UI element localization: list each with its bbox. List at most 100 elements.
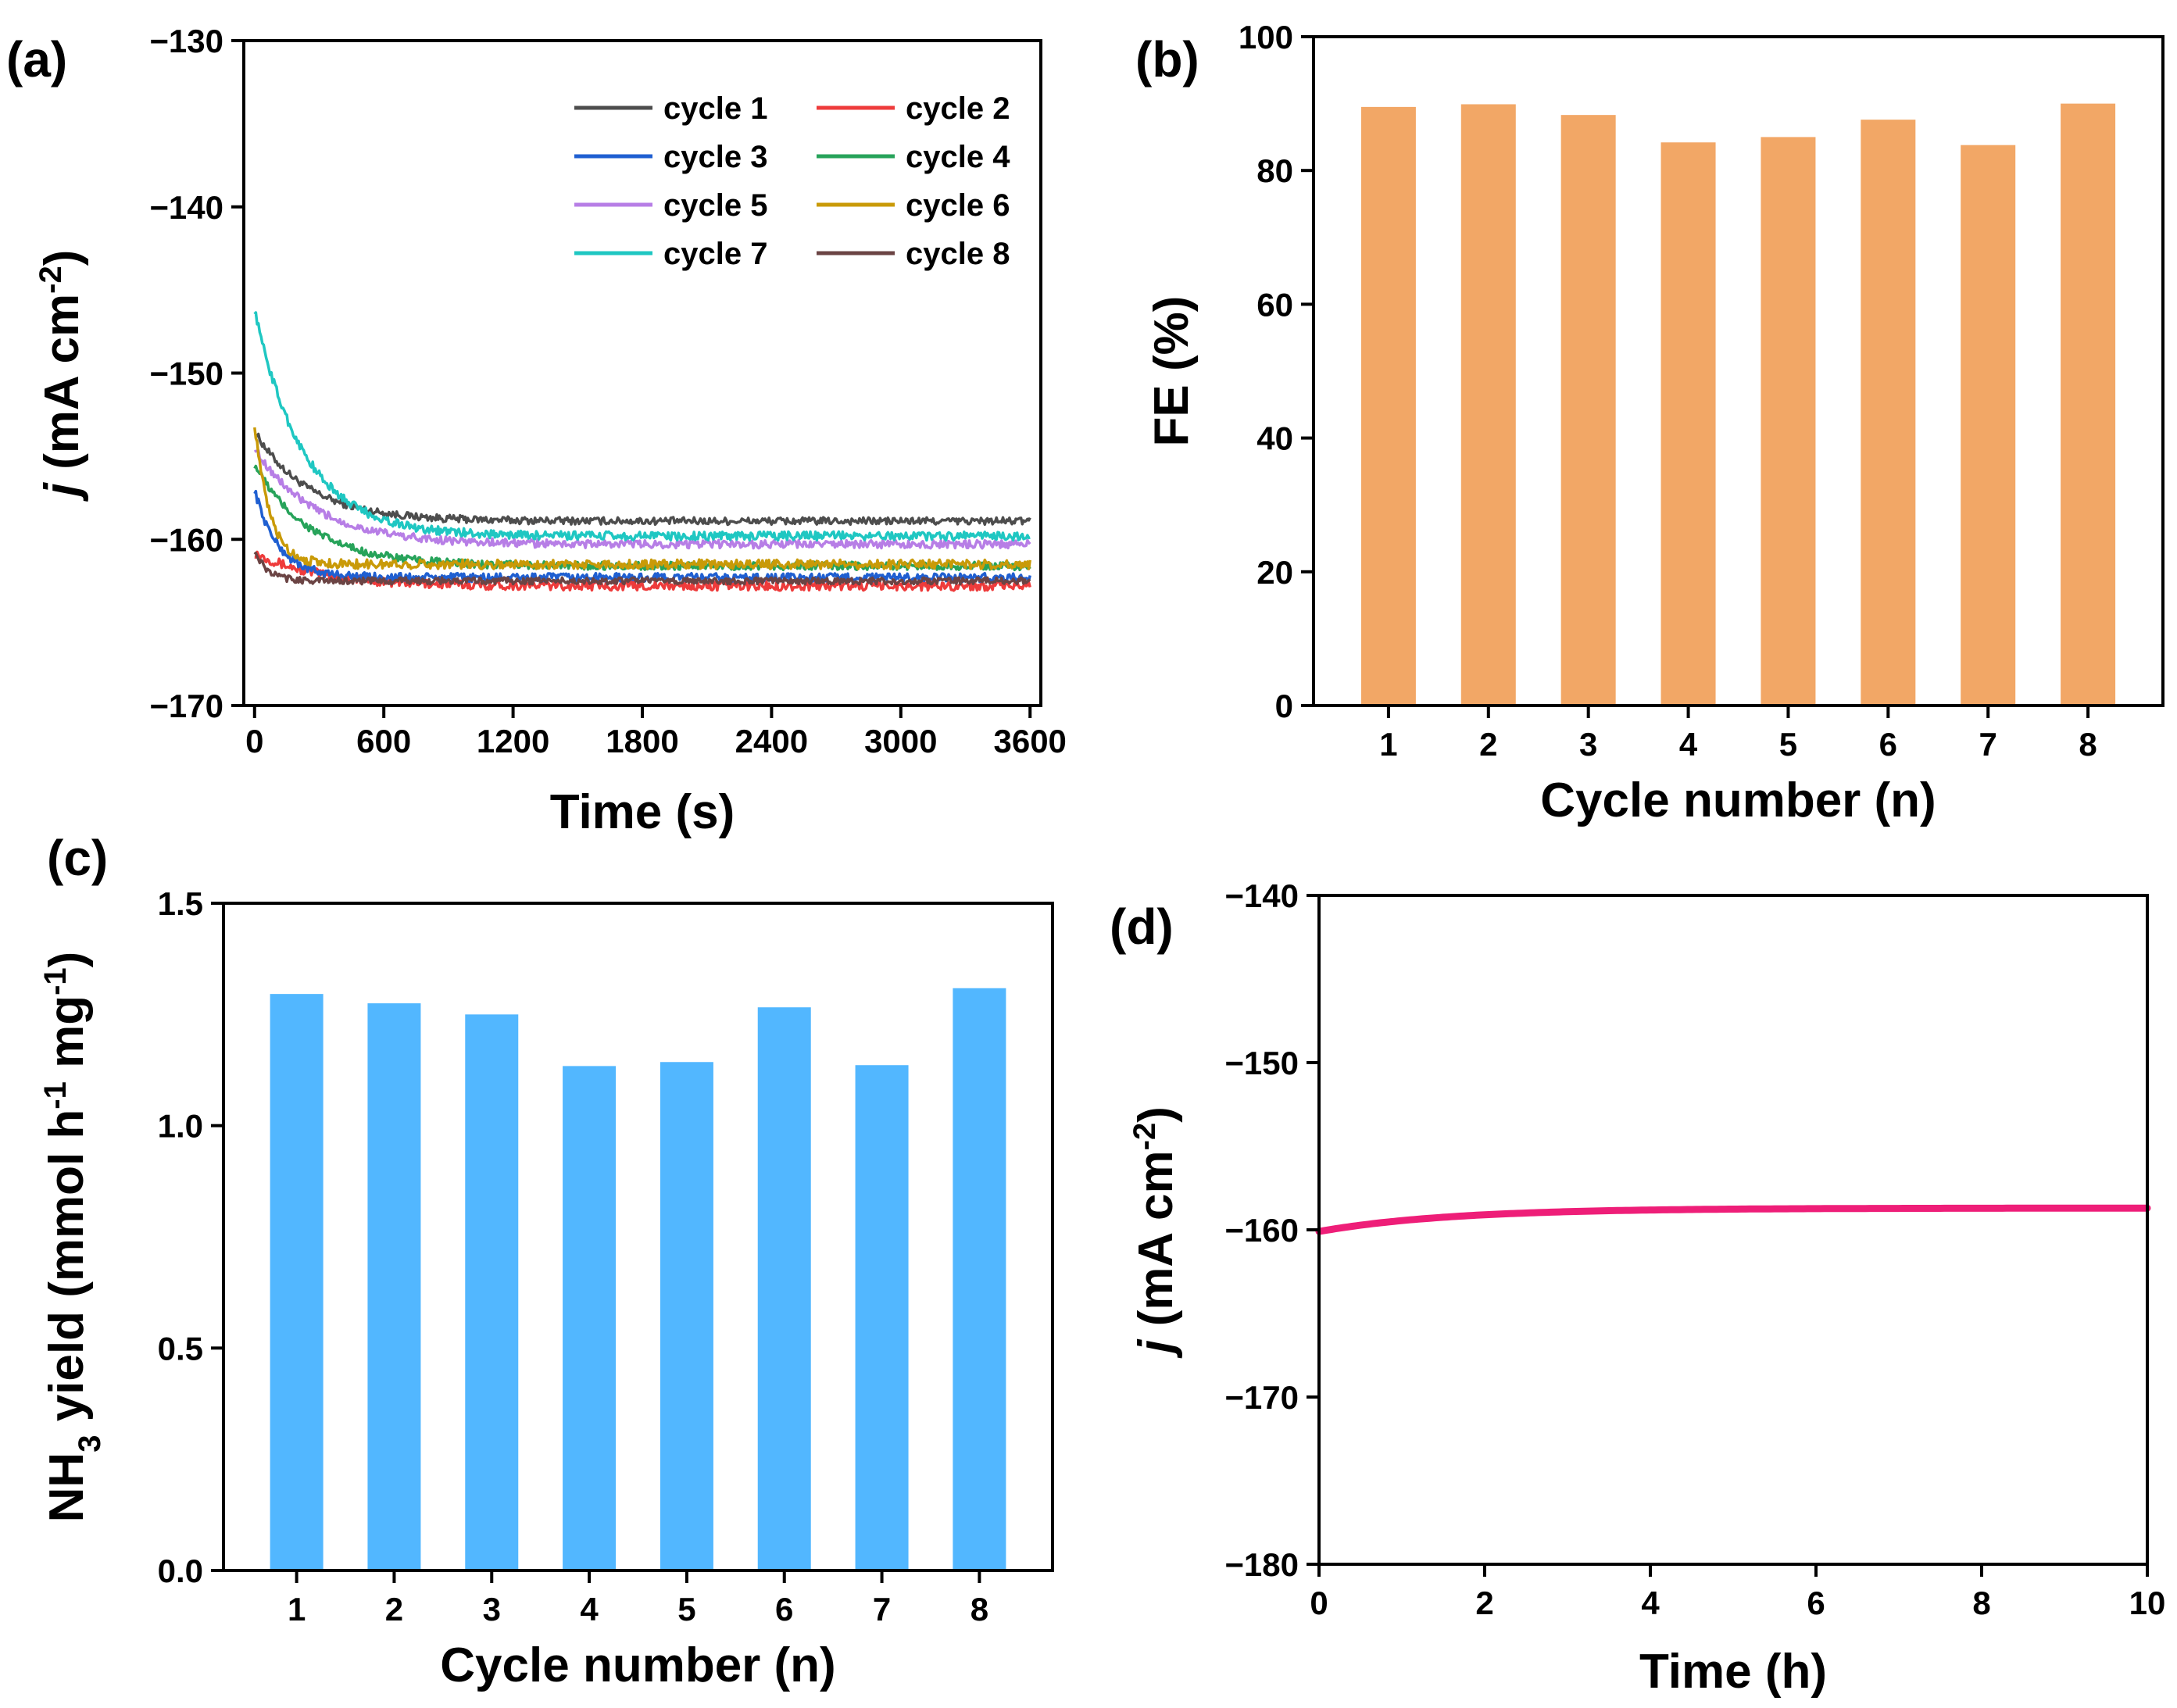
y-axis-label-exponent: -2 <box>34 266 68 294</box>
x-tick-label: 3000 <box>864 723 937 759</box>
panel-c-nh3-yield-bars: 1 2 3 4 5 6 7 8 0.0 0.5 1.0 1.5 Cycle number (n) (c) N… <box>38 830 1054 1692</box>
x-tick-label: 5 <box>1779 726 1797 763</box>
y-tick-label: 0 <box>1275 688 1293 724</box>
panel-c-axes-frame <box>222 902 1054 1572</box>
x-tick-label: 2 <box>1479 726 1497 763</box>
panel-label: (d) <box>1110 899 1174 955</box>
legend-label-cycle-2: cycle 2 <box>906 91 1010 126</box>
x-tick-label: 4 <box>1641 1585 1660 1621</box>
y-tick-label: −150 <box>149 356 223 392</box>
bar-cycle-2 <box>367 1003 421 1570</box>
y-tick-label: −140 <box>1224 877 1299 914</box>
y-tick-label: 60 <box>1257 286 1293 323</box>
y-tick-label: −150 <box>1224 1045 1299 1081</box>
y-tick-label: 1.5 <box>158 885 203 922</box>
y-axis-label-j: j <box>35 481 89 502</box>
y-tick-label: 80 <box>1257 152 1293 189</box>
x-tick-label: 2 <box>1475 1585 1493 1621</box>
bar-cycle-4 <box>563 1066 617 1570</box>
x-tick-label: 4 <box>1679 726 1698 763</box>
y-tick-label: 100 <box>1239 19 1293 55</box>
x-tick-label: 1800 <box>606 723 678 759</box>
x-tick-label: 2 <box>385 1591 403 1628</box>
series-line-cycle-6 <box>253 427 1031 570</box>
y-tick-label: 20 <box>1257 554 1293 591</box>
bar-cycle-7 <box>1961 145 2016 706</box>
panel-d-axes-frame <box>1317 894 2149 1566</box>
bar-cycle-5 <box>660 1062 713 1570</box>
x-tick-label: 6 <box>775 1591 793 1628</box>
legend-label-cycle-4: cycle 4 <box>906 140 1010 174</box>
bar-cycle-2 <box>1460 104 1516 706</box>
y-axis-label-part: ) <box>40 952 94 968</box>
y-tick-label: −140 <box>149 189 223 226</box>
y-axis-label-units: (mA cm <box>35 294 89 483</box>
legend-label-cycle-1: cycle 1 <box>663 91 767 126</box>
x-axis-label: Cycle number (n) <box>440 1638 835 1692</box>
x-tick-label: 1 <box>288 1591 306 1628</box>
y-axis-label-part: yield (mmol h <box>40 1109 94 1435</box>
y-tick-label: −170 <box>149 688 223 724</box>
y-tick-label: 0.0 <box>158 1553 203 1589</box>
bar-cycle-3 <box>465 1014 519 1570</box>
panel-d-long-term-current: 0 2 4 6 8 10 −140 −150 −160 −170 −180 Time (h) j (mA… <box>1110 877 2165 1699</box>
y-tick-label: 1.0 <box>158 1108 203 1145</box>
x-tick-label: 5 <box>677 1591 695 1628</box>
y-tick-label: −160 <box>1224 1212 1299 1249</box>
y-tick-label: −180 <box>1224 1546 1299 1583</box>
x-tick-label: 10 <box>2129 1585 2166 1621</box>
x-tick-label: 8 <box>1972 1585 1990 1621</box>
x-tick-label: 600 <box>356 723 411 759</box>
panel-label: (b) <box>1135 31 1199 88</box>
legend-label-cycle-8: cycle 8 <box>906 237 1010 271</box>
y-axis-label-part: mg <box>40 995 94 1081</box>
y-axis-label-part: NH <box>40 1453 94 1523</box>
legend-label-cycle-7: cycle 7 <box>663 237 767 271</box>
series-line-cycle-1 <box>254 432 1031 527</box>
x-tick-label: 3 <box>1579 726 1597 763</box>
series-line-cycle-7 <box>253 311 1031 542</box>
series-line-long-term <box>1315 1204 2151 1235</box>
series-line-cycle-8 <box>253 551 1031 586</box>
x-tick-label: 6 <box>1879 726 1897 763</box>
series-line-cycle-5 <box>253 448 1031 550</box>
panel-label: (c) <box>47 830 108 886</box>
x-tick-label: 2400 <box>735 723 808 759</box>
y-tick-label: −170 <box>1224 1379 1299 1416</box>
x-axis-label: Cycle number (n) <box>1540 774 1936 827</box>
bar-cycle-8 <box>953 988 1006 1570</box>
x-tick-label: 1200 <box>477 723 549 759</box>
y-axis-label: NH3 yield (mmol h-1 mg-1) <box>38 952 107 1523</box>
y-axis-label: j (mA cm-2) <box>1128 1106 1183 1359</box>
panel-a-current-vs-time-cycles: 0 600 1200 1800 2400 3000 3600 −130 −140 −150 −160… <box>6 23 1067 839</box>
y-tick-label: −160 <box>149 521 223 558</box>
bar-cycle-4 <box>1660 142 1716 706</box>
y-axis-label: FE (%) <box>1145 296 1199 447</box>
x-axis-label: Time (h) <box>1639 1645 1827 1699</box>
y-axis-label-close: ) <box>35 250 89 266</box>
x-tick-label: 8 <box>971 1591 988 1628</box>
legend-label-cycle-3: cycle 3 <box>663 140 767 174</box>
panel-b-axes-frame <box>1312 35 2164 707</box>
legend-label-cycle-5: cycle 5 <box>663 188 767 223</box>
x-tick-label: 4 <box>580 1591 599 1628</box>
y-axis-label-exponent: -2 <box>1128 1123 1162 1151</box>
y-tick-label: 40 <box>1257 420 1293 457</box>
bar-cycle-1 <box>270 994 324 1570</box>
y-axis-label-j: j <box>1129 1338 1183 1359</box>
panel-label: (a) <box>6 31 67 88</box>
x-tick-label: 6 <box>1807 1585 1825 1621</box>
y-axis-label-close: ) <box>1129 1106 1183 1123</box>
bar-cycle-1 <box>1360 106 1416 706</box>
x-tick-label: 8 <box>2079 726 2097 763</box>
series-line-cycle-2 <box>254 550 1031 592</box>
x-tick-label: 7 <box>1979 726 1997 763</box>
y-axis-label-part: -1 <box>38 967 73 995</box>
x-tick-label: 0 <box>1310 1585 1328 1621</box>
y-tick-label: 0.5 <box>158 1330 203 1367</box>
x-tick-label: 3600 <box>993 723 1066 759</box>
bar-cycle-5 <box>1761 137 1816 706</box>
x-tick-label: 0 <box>245 723 263 759</box>
legend-label-cycle-6: cycle 6 <box>906 188 1010 223</box>
